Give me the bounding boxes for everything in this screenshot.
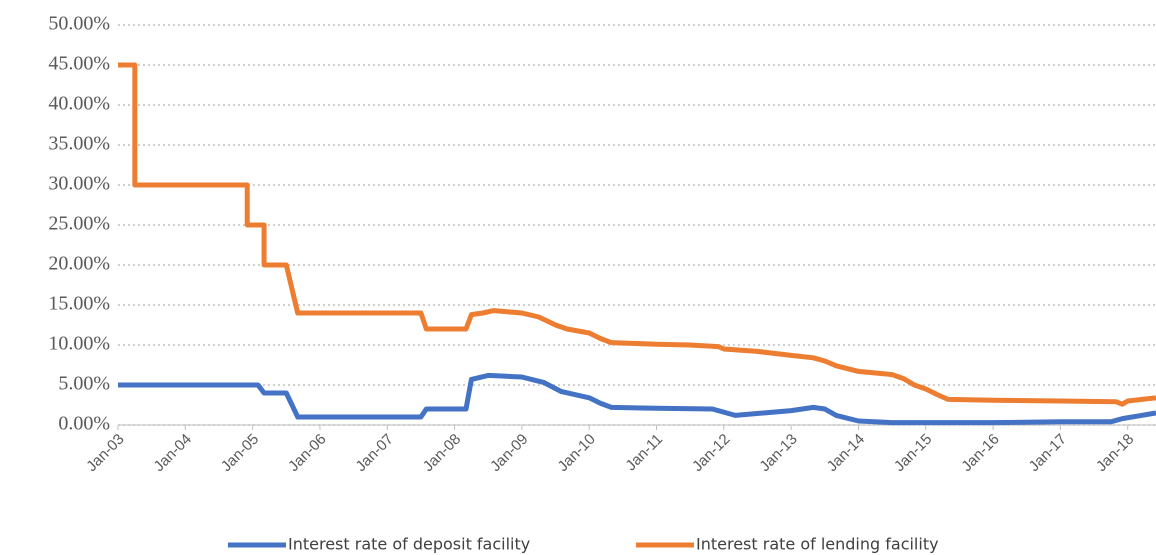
x-tick-label: Jan-12 — [689, 431, 733, 475]
x-tick-label: Jan-05 — [218, 431, 262, 475]
x-tick-label: Jan-16 — [958, 431, 1002, 475]
x-tick-label: Jan-11 — [622, 431, 666, 475]
x-tick-label: Jan-09 — [487, 431, 531, 475]
x-tick-label: Jan-13 — [756, 431, 800, 475]
x-tick-label: Jan-14 — [824, 431, 868, 475]
line — [118, 372, 1156, 426]
y-tick-label: 10.00% — [48, 333, 110, 355]
x-tick-label: Jan-15 — [891, 431, 935, 475]
y-tick-label: 30.00% — [48, 173, 110, 195]
line — [118, 62, 1156, 407]
y-tick-label: 40.00% — [48, 93, 110, 115]
x-tick-label: Jan-10 — [554, 431, 598, 475]
x-tick-label: Jan-08 — [420, 431, 464, 475]
y-tick-label: 20.00% — [48, 253, 110, 275]
x-tick-label: Jan-06 — [285, 431, 329, 475]
legend-label: Interest rate of lending facility — [696, 535, 939, 554]
y-tick-label: 0.00% — [58, 413, 110, 435]
y-tick-label: 45.00% — [48, 53, 110, 75]
y-tick-label: 25.00% — [48, 213, 110, 235]
x-tick-label: Jan-03 — [83, 431, 127, 475]
y-tick-label: 35.00% — [48, 133, 110, 155]
x-tick-label: Jan-04 — [150, 431, 194, 475]
y-tick-label: 5.00% — [58, 373, 110, 395]
x-tick-label: Jan-17 — [1026, 431, 1070, 475]
y-tick-label: 50.00% — [48, 13, 110, 35]
x-tick-label: Jan-18 — [1093, 431, 1137, 475]
y-tick-label: 15.00% — [48, 293, 110, 315]
legend-label: Interest rate of deposit facility — [288, 535, 530, 554]
x-tick-label: Jan-07 — [352, 431, 396, 475]
